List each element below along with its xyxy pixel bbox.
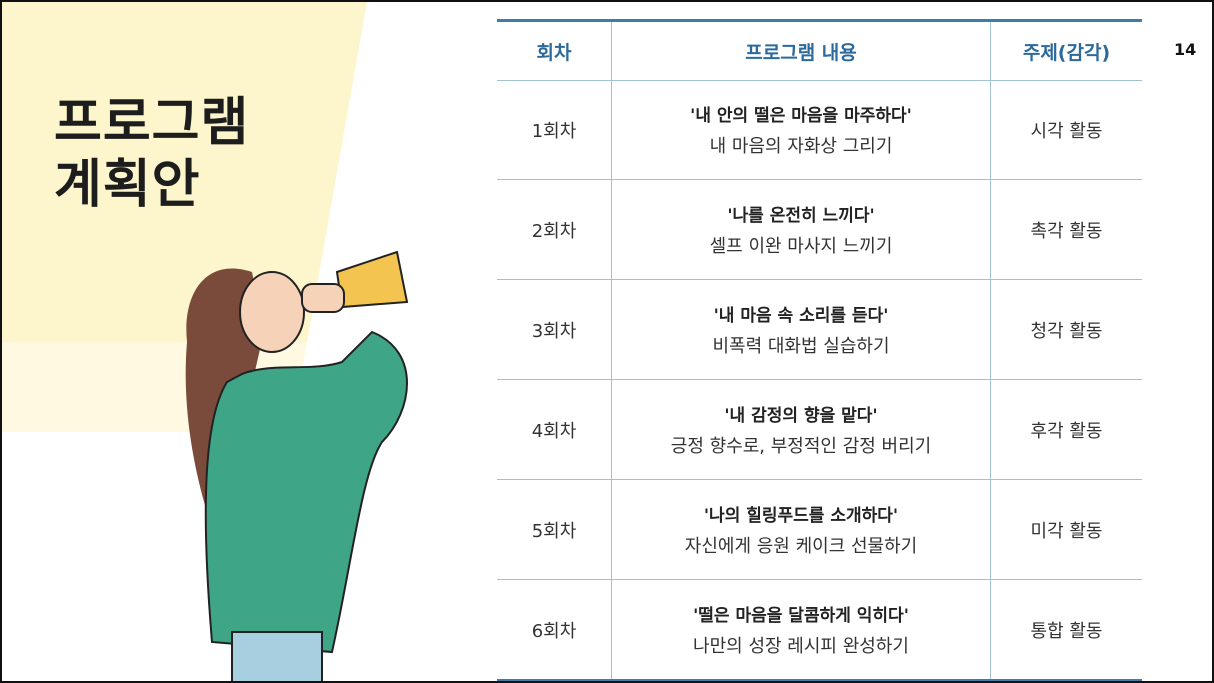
theme: 청각 활동: [1030, 320, 1103, 342]
content-cell: '내 마음 속 소리를 듣다' 비폭력 대화법 실습하기: [612, 280, 991, 379]
page-number: 14: [1174, 40, 1197, 59]
content-title: '내 감정의 향을 맡다': [724, 406, 878, 426]
content-desc: 셀프 이완 마사지 느끼기: [709, 236, 893, 257]
content-desc: 비폭력 대화법 실습하기: [712, 336, 890, 357]
session-cell: 3회차: [497, 280, 612, 379]
theme-cell: 시각 활동: [991, 80, 1142, 179]
header-text: 프로그램 내용: [745, 41, 857, 64]
header-cell: 프로그램 내용: [612, 22, 991, 80]
session-cell: 4회차: [497, 380, 612, 479]
theme-cell: 촉각 활동: [991, 180, 1142, 279]
session-cell: 2회차: [497, 180, 612, 279]
table-row: 4회차 '내 감정의 향을 맡다' 긍정 향수로, 부정적인 감정 버리기 후각 활동: [497, 380, 1142, 480]
theme: 미각 활동: [1030, 520, 1103, 542]
header-text: 회차: [536, 41, 572, 64]
content-cell: '나의 힐링푸드를 소개하다' 자신에게 응원 케이크 선물하기: [612, 480, 991, 579]
content-cell: '나를 온전히 느끼다' 셀프 이완 마사지 느끼기: [612, 180, 991, 279]
session: 4회차: [531, 420, 577, 442]
session-cell: 6회차: [497, 580, 612, 679]
content-title: '나의 힐링푸드를 소개하다': [703, 506, 899, 526]
session-cell: 1회차: [497, 80, 612, 179]
session: 1회차: [531, 120, 577, 142]
theme: 시각 활동: [1030, 120, 1103, 142]
content-cell: '떨은 마음을 달콤하게 익히다' 나만의 성장 레시피 완성하기: [612, 580, 991, 679]
title-line: 프로그램: [54, 93, 250, 153]
table-row: 2회차 '나를 온전히 느끼다' 셀프 이완 마사지 느끼기 촉각 활동: [497, 180, 1142, 280]
header-text: 주제(감각): [1022, 41, 1111, 64]
content-title: '내 안의 떨은 마음을 마주하다': [690, 106, 912, 126]
content-cell: '내 안의 떨은 마음을 마주하다' 내 마음의 자화상 그리기: [612, 80, 991, 179]
session: 2회차: [531, 220, 577, 242]
illustration: [2, 2, 409, 681]
header-row: 회차 프로그램 내용 주제(감각): [497, 19, 1142, 81]
theme: 후각 활동: [1030, 420, 1103, 442]
theme-cell: 후각 활동: [991, 380, 1142, 479]
table-row: 3회차 '내 마음 속 소리를 듣다' 비폭력 대화법 실습하기 청각 활동: [497, 280, 1142, 380]
header-cell: 회차: [497, 22, 612, 80]
content-desc: 내 마음의 자화상 그리기: [709, 136, 893, 157]
content-title: '나를 온전히 느끼다': [727, 206, 875, 226]
session: 6회차: [531, 620, 577, 642]
content-cell: '내 감정의 향을 맡다' 긍정 향수로, 부정적인 감정 버리기: [612, 380, 991, 479]
table-row: 1회차 '내 안의 떨은 마음을 마주하다' 내 마음의 자화상 그리기 시각 활동: [497, 80, 1142, 180]
theme-cell: 미각 활동: [991, 480, 1142, 579]
title-line: 계획안: [54, 155, 201, 215]
content-title: '내 마음 속 소리를 듣다': [713, 306, 889, 326]
content-desc: 자신에게 응원 케이크 선물하기: [684, 536, 918, 557]
theme-cell: 통합 활동: [991, 580, 1142, 679]
theme: 촉각 활동: [1030, 220, 1103, 242]
theme: 통합 활동: [1030, 620, 1103, 642]
theme-cell: 청각 활동: [991, 280, 1142, 379]
table-row: 5회차 '나의 힐링푸드를 소개하다' 자신에게 응원 케이크 선물하기 미각 활동: [497, 480, 1142, 580]
content-desc: 긍정 향수로, 부정적인 감정 버리기: [670, 436, 932, 457]
session: 5회차: [531, 520, 577, 542]
header-cell: 주제(감각): [991, 22, 1142, 80]
session: 3회차: [531, 320, 577, 342]
content-title: '떨은 마음을 달콤하게 익히다': [693, 606, 909, 626]
session-cell: 5회차: [497, 480, 612, 579]
content-desc: 나만의 성장 레시피 완성하기: [693, 636, 909, 657]
table-row: 6회차 '떨은 마음을 달콤하게 익히다' 나만의 성장 레시피 완성하기 통합 활동: [497, 580, 1142, 681]
